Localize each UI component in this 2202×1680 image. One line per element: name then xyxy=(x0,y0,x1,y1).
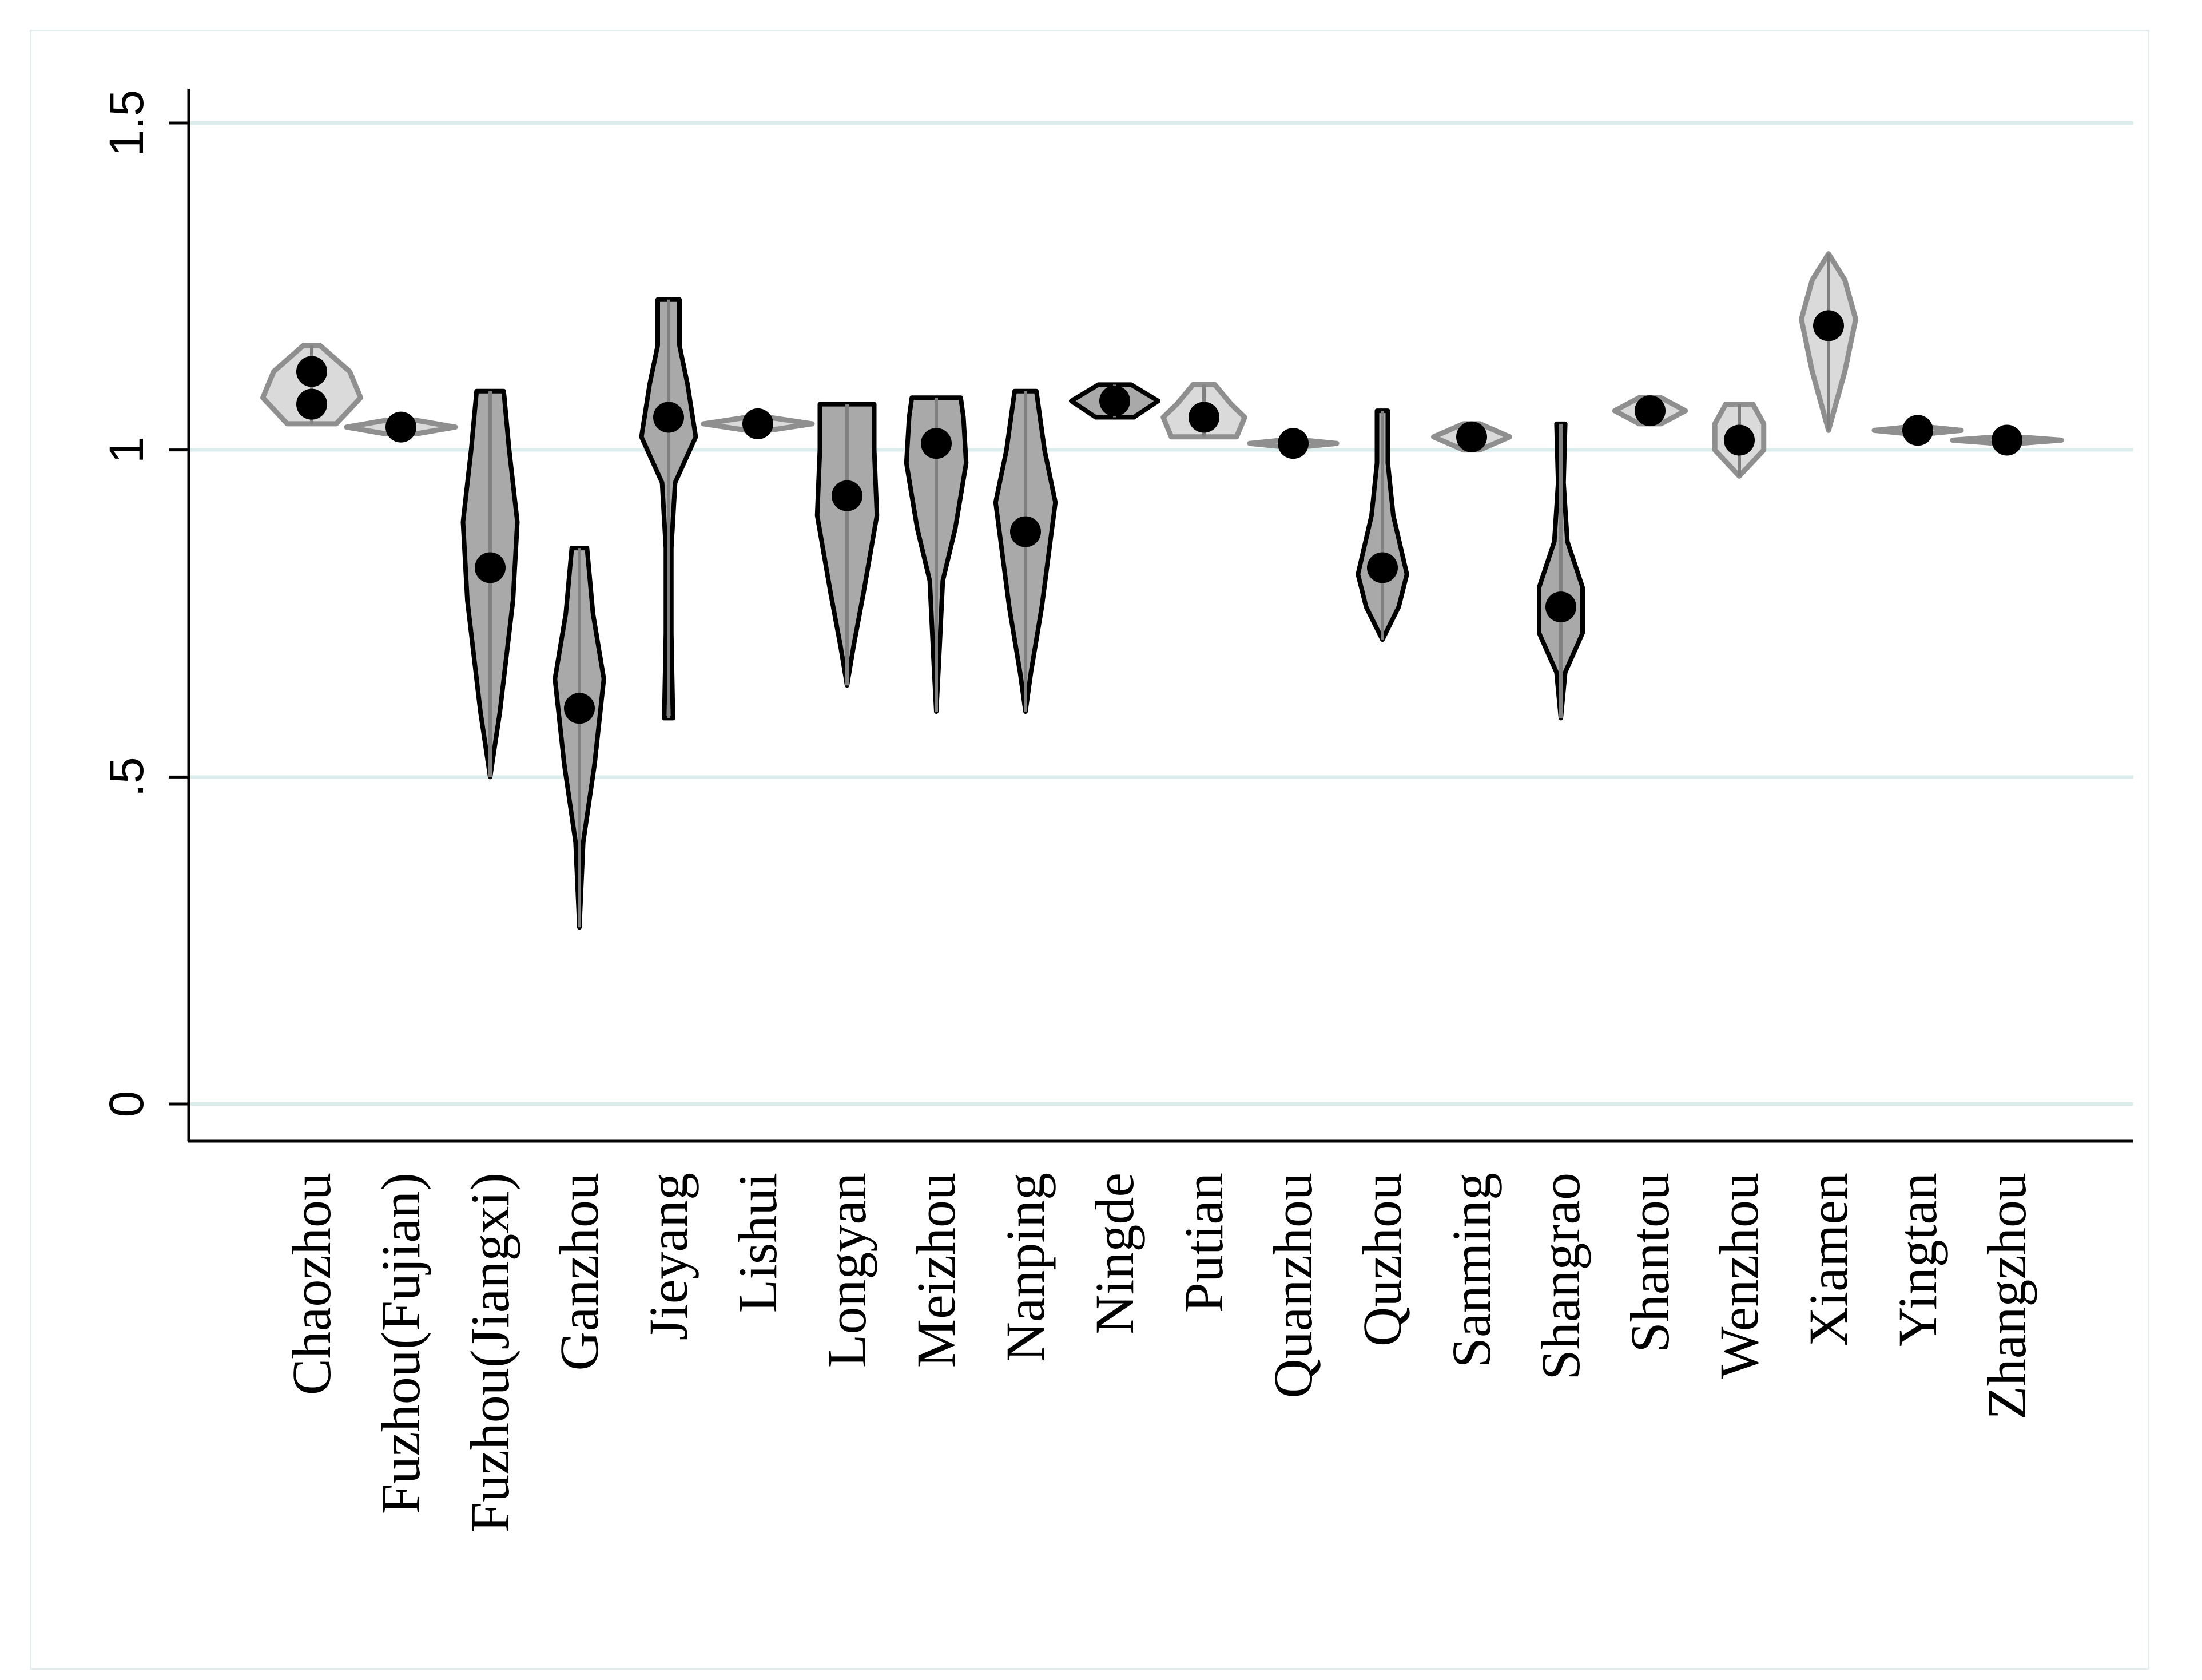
x-tick-label: Fuzhou(Jiangxi) xyxy=(459,1173,520,1532)
violins xyxy=(260,251,2064,930)
median-marker xyxy=(1545,591,1576,623)
median-marker xyxy=(742,408,773,439)
x-tick-label: Quanzhou xyxy=(1262,1173,1323,1399)
x-tick-label: Lishui xyxy=(727,1173,788,1313)
median-marker xyxy=(832,480,862,511)
median-marker xyxy=(1813,310,1844,341)
median-marker xyxy=(296,388,327,420)
y-tick-label: 1 xyxy=(100,436,153,463)
gridlines xyxy=(189,121,2133,1106)
x-tick-label: Yingtan xyxy=(1887,1173,1948,1347)
median-marker xyxy=(475,552,506,583)
y-tick-label: .5 xyxy=(100,757,153,797)
median-marker xyxy=(1189,402,1219,433)
x-tick-label: Ganzhou xyxy=(548,1173,610,1371)
median-marker xyxy=(1902,415,1933,446)
x-tick-label: Ningde xyxy=(1084,1173,1145,1335)
median-marker xyxy=(921,428,952,459)
x-tick-label: Wenzhou xyxy=(1708,1173,1770,1379)
x-tick-label: Nanping xyxy=(995,1173,1056,1362)
median-marker xyxy=(653,402,684,433)
x-tick-label: Quzhou xyxy=(1352,1173,1413,1347)
x-tick-label: Meizhou xyxy=(905,1173,967,1368)
median-markers xyxy=(296,310,2022,724)
y-axis-ticks: 0 .5 1 1.5 xyxy=(100,90,189,1118)
x-tick-label: Sanming xyxy=(1441,1173,1502,1368)
median-marker xyxy=(1099,385,1130,416)
x-tick-label: Fuzhou(Fujian) xyxy=(370,1173,431,1514)
x-tick-label: Shangrao xyxy=(1530,1173,1591,1380)
median-marker xyxy=(1456,421,1487,452)
chart-frame xyxy=(30,30,2149,1670)
median-marker xyxy=(1367,552,1398,583)
x-axis-labels: Chaozhou Fuzhou(Fujian) Fuzhou(Jiangxi) Gan… xyxy=(281,1173,2037,1532)
median-marker xyxy=(1992,424,2022,456)
y-tick-label: 0 xyxy=(100,1091,153,1118)
median-marker xyxy=(1010,516,1041,547)
x-tick-label: Chaozhou xyxy=(281,1173,342,1395)
x-tick-label: Shantou xyxy=(1619,1173,1680,1353)
x-tick-label: Zhangzhou xyxy=(1976,1173,2037,1420)
median-marker xyxy=(385,411,416,443)
x-tick-label: Jieyang xyxy=(638,1173,699,1340)
median-marker xyxy=(296,356,327,387)
median-marker xyxy=(564,693,595,724)
y-tick-label: 1.5 xyxy=(100,90,153,157)
median-marker xyxy=(1278,428,1309,459)
x-tick-label: Longyan xyxy=(816,1173,877,1368)
median-marker xyxy=(1635,395,1666,427)
x-tick-label: Putian xyxy=(1173,1173,1234,1313)
median-marker xyxy=(1724,424,1755,456)
x-tick-label: Xiamen xyxy=(1798,1173,1859,1347)
